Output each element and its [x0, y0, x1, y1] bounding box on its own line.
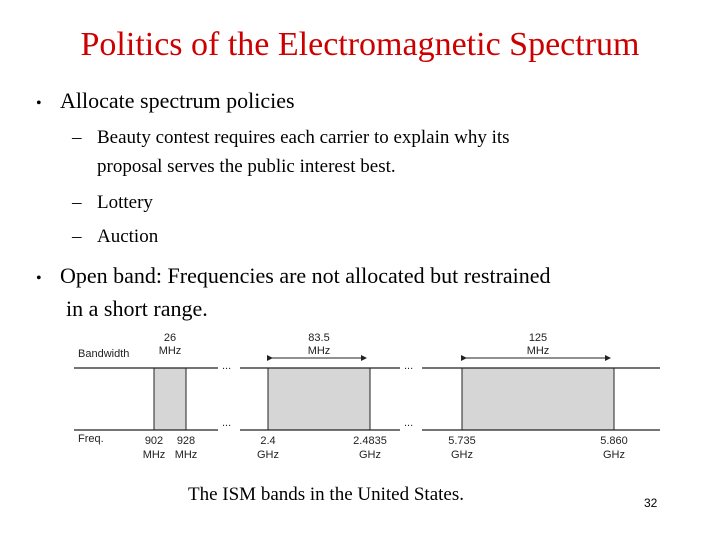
break-ellipsis: ...	[222, 360, 231, 372]
freq-end-unit: GHz	[603, 449, 625, 461]
freq-start-value: 902	[145, 435, 163, 447]
bandwidth-unit: MHz	[308, 345, 331, 357]
subitem-text: Beauty contest requires each carrier to …	[97, 127, 510, 148]
freq-start-value: 2.4	[260, 435, 275, 447]
dash-marker: –	[72, 127, 82, 148]
dash-marker: –	[72, 226, 82, 247]
freq-end-value: 928	[177, 435, 195, 447]
freq-end-unit: MHz	[175, 449, 198, 461]
subitem-text: proposal serves the public interest best…	[97, 156, 396, 177]
bullet-text-continued: in a short range.	[66, 296, 208, 321]
figure-caption: The ISM bands in the United States.	[188, 484, 464, 505]
freq-end-value: 2.4835	[353, 435, 387, 447]
slide-title: Politics of the Electromagnetic Spectrum	[80, 26, 640, 63]
freq-start-unit: GHz	[451, 449, 473, 461]
freq-start-unit: MHz	[143, 449, 166, 461]
bandwidth-unit: MHz	[159, 345, 182, 357]
bandwidth-unit: MHz	[527, 345, 550, 357]
bullet-dot: •	[36, 270, 42, 287]
page-number: 32	[644, 496, 658, 510]
freq-row-label: Freq.	[78, 433, 104, 445]
band-2400	[267, 367, 371, 431]
freq-end-unit: GHz	[359, 449, 381, 461]
break-ellipsis: ...	[404, 360, 413, 372]
band-902-928	[153, 367, 187, 431]
bandwidth-row-label: Bandwidth	[78, 348, 129, 360]
bullet-text: Allocate spectrum policies	[60, 88, 295, 113]
break-ellipsis: ...	[222, 417, 231, 429]
ism-bands-figure: Bandwidth Freq. ... ... ... ... 26 MHz 8…	[74, 332, 660, 461]
band-5735	[461, 367, 615, 431]
subitem-text: Auction	[97, 226, 159, 247]
bandwidth-value: 83.5	[308, 332, 329, 344]
bullet-text: Open band: Frequencies are not allocated…	[60, 263, 551, 288]
bandwidth-value: 125	[529, 332, 547, 344]
break-ellipsis: ...	[404, 417, 413, 429]
bullet-dot: •	[36, 95, 42, 112]
subitem-text: Lottery	[97, 192, 153, 213]
dash-marker: –	[72, 192, 82, 213]
freq-start-value: 5.735	[448, 435, 476, 447]
freq-end-value: 5.860	[600, 435, 628, 447]
bandwidth-value: 26	[164, 332, 176, 344]
freq-start-unit: GHz	[257, 449, 279, 461]
